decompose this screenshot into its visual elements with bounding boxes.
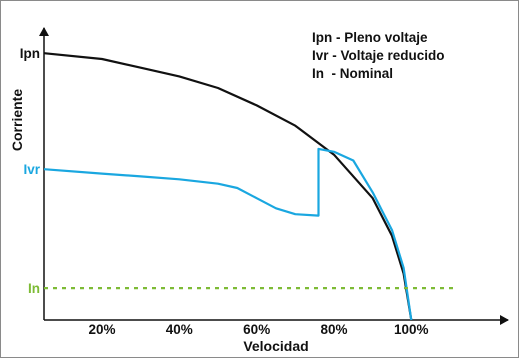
x-tick-label-100: 100% <box>394 322 429 337</box>
x-tick-label-80: 80% <box>320 322 347 337</box>
legend-entry-in: In - Nominal <box>312 66 393 81</box>
x-tick-labels: 20% 40% 60% 80% 100% <box>88 322 428 337</box>
x-axis-label: Velocidad <box>243 338 308 354</box>
series-line-ipn <box>43 52 413 321</box>
x-tick-label-60: 60% <box>243 322 270 337</box>
series-layer <box>43 52 458 321</box>
x-tick-label-40: 40% <box>166 322 193 337</box>
y-level-label-ipn: Ipn <box>20 46 40 61</box>
x-tick-label-20: 20% <box>88 322 115 337</box>
axes <box>39 27 509 325</box>
y-level-label-ivr: Ivr <box>23 162 40 177</box>
legend-entry-ipn: Ipn - Pleno voltaje <box>312 30 428 45</box>
y-level-label-in: In <box>28 281 40 296</box>
series-line-ivr <box>43 147 413 321</box>
y-level-labels: Ipn Ivr In <box>20 46 41 296</box>
legend: Ipn - Pleno voltaje Ivr - Voltaje reduci… <box>312 30 445 81</box>
y-axis-label: Corriente <box>9 89 25 151</box>
legend-entry-ivr: Ivr - Voltaje reducido <box>312 48 445 63</box>
